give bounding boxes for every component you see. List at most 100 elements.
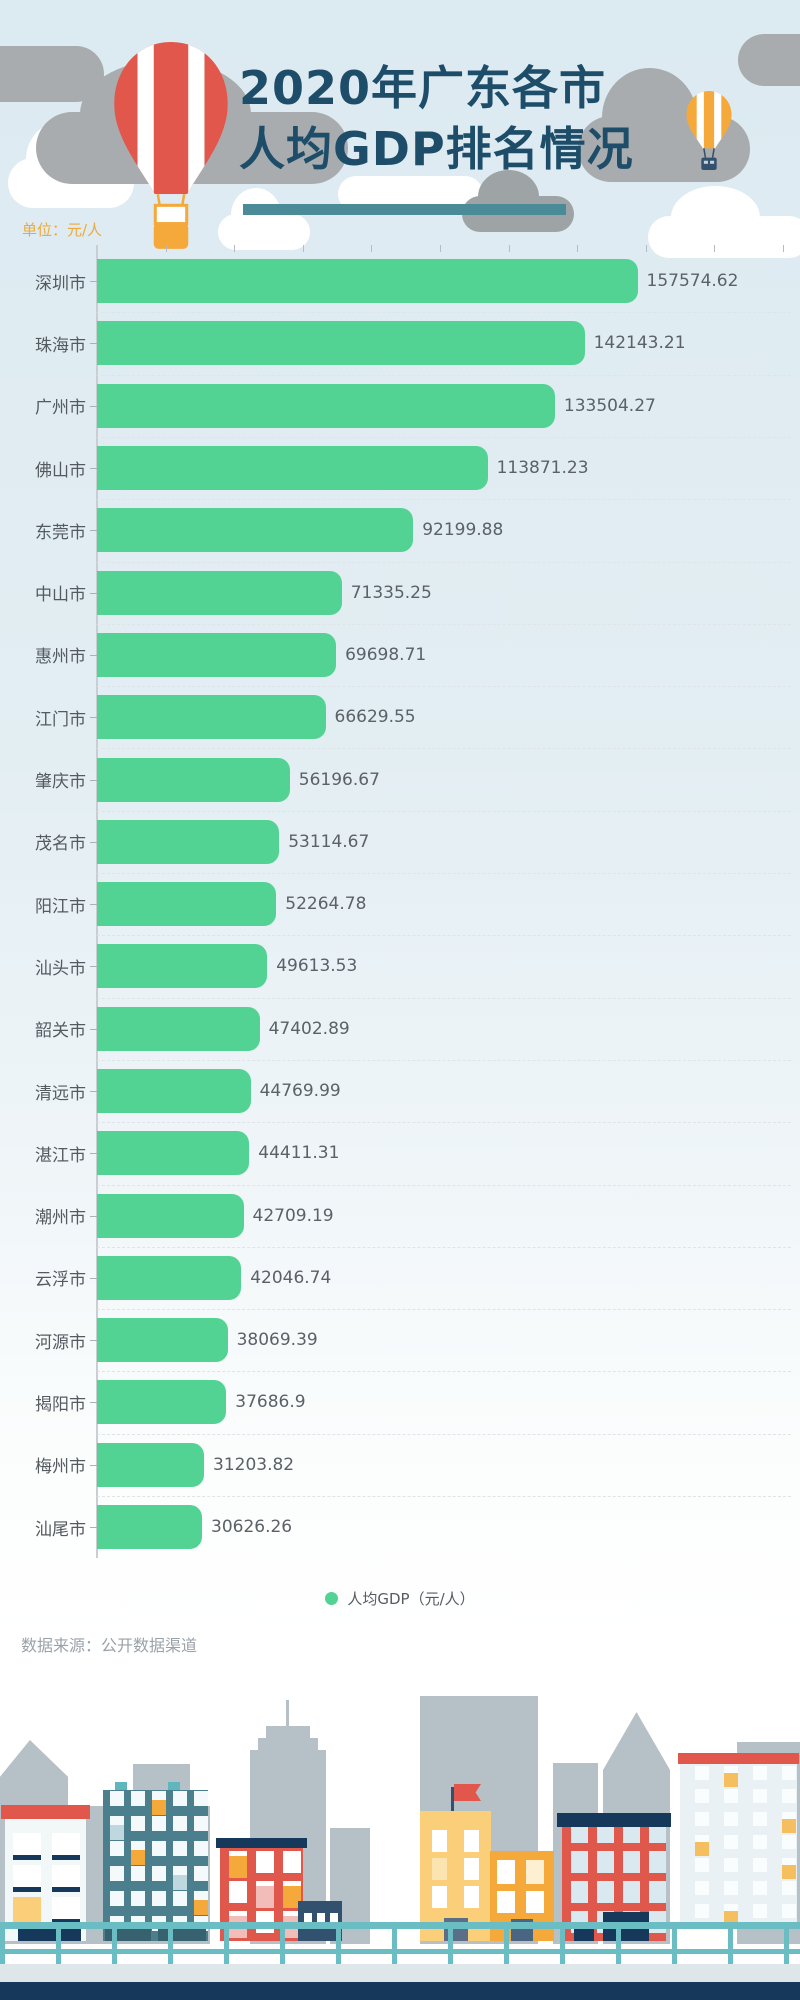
small-hot-air-balloon-icon — [686, 91, 732, 170]
gdp-bar — [97, 757, 290, 802]
row-separator — [97, 312, 791, 314]
chart-row: 河源市 38069.39 — [0, 1309, 800, 1371]
building-white — [5, 1819, 86, 1941]
row-separator — [97, 748, 791, 750]
gdp-bar — [97, 1069, 251, 1113]
category-tick — [90, 1277, 97, 1279]
city-skyline-illustration — [0, 1690, 800, 2000]
city-label: 汕头市 — [35, 958, 86, 979]
row-separator — [97, 1184, 791, 1186]
city-label: 中山市 — [35, 585, 86, 606]
chart-row: 茂名市 53114.67 — [0, 811, 800, 873]
category-tick — [90, 1527, 97, 1529]
chart-legend: 人均GDP（元/人） — [0, 1588, 800, 1609]
gdp-bar — [97, 321, 585, 366]
value-label: 38069.39 — [236, 1330, 318, 1351]
window — [168, 1782, 180, 1790]
city-label: 深圳市 — [35, 273, 86, 294]
building-roof — [678, 1753, 799, 1764]
page-title: 2020年广东各市 人均GDP排名情况 — [239, 58, 634, 180]
value-label: 52264.78 — [285, 894, 367, 915]
gdp-bar — [97, 1193, 244, 1238]
window — [432, 1886, 447, 1908]
chart-row: 韶关市 47402.89 — [0, 998, 800, 1060]
row-separator — [97, 1371, 791, 1373]
chart-row: 佛山市 113871.23 — [0, 437, 800, 499]
gdp-bar — [97, 259, 638, 304]
x-axis-tick — [371, 245, 373, 252]
title-underline — [243, 204, 566, 215]
gdp-bar — [97, 1442, 204, 1487]
value-label: 49613.53 — [276, 956, 358, 977]
x-axis-tick — [165, 245, 167, 252]
category-tick — [90, 654, 97, 656]
x-axis-tick — [508, 245, 510, 252]
category-tick — [90, 1464, 97, 1466]
category-tick — [90, 779, 97, 781]
chart-row: 东莞市 92199.88 — [0, 499, 800, 561]
window — [256, 1886, 274, 1908]
gdp-bar — [97, 944, 268, 989]
value-label: 44769.99 — [259, 1081, 341, 1101]
chart-rows: 深圳市 157574.62 珠海市 142143.21 广州市 133504.27 佛山市 1… — [0, 250, 800, 1558]
value-label: 42709.19 — [252, 1205, 334, 1226]
gdp-bar — [97, 819, 280, 864]
row-separator — [97, 1059, 791, 1061]
value-label: 142143.21 — [593, 333, 686, 354]
window — [497, 1860, 515, 1884]
row-separator — [97, 374, 791, 376]
bottom-band — [0, 1982, 800, 2000]
window — [330, 1913, 338, 1922]
window — [497, 1891, 515, 1913]
chart-row: 湛江市 44411.31 — [0, 1122, 800, 1184]
city-label: 云浮市 — [35, 1270, 86, 1291]
chart-row: 广州市 133504.27 — [0, 375, 800, 437]
row-separator — [97, 686, 791, 688]
gdp-bar — [97, 1318, 228, 1363]
value-label: 133504.27 — [563, 395, 656, 416]
window — [432, 1858, 447, 1880]
legend-marker-icon — [325, 1592, 339, 1605]
window — [724, 1911, 738, 1925]
chart-row: 中山市 71335.25 — [0, 561, 800, 623]
city-label: 惠州市 — [35, 647, 86, 668]
chart-row: 江门市 66629.55 — [0, 686, 800, 748]
data-source-note: 数据来源：公开数据渠道 — [21, 1636, 198, 1655]
window — [464, 1830, 479, 1852]
category-tick — [90, 530, 97, 532]
building-roof — [216, 1838, 307, 1848]
gdp-bar — [97, 508, 414, 553]
skyline-antenna — [286, 1700, 289, 1728]
value-label: 71335.25 — [350, 582, 432, 603]
chart-row: 云浮市 42046.74 — [0, 1247, 800, 1309]
value-label: 44411.31 — [258, 1143, 340, 1164]
gdp-bar — [97, 570, 342, 615]
row-separator — [97, 623, 791, 625]
category-tick — [90, 343, 97, 345]
x-axis-tick — [234, 245, 236, 252]
city-label: 珠海市 — [35, 335, 86, 356]
building-roof — [1, 1805, 90, 1819]
window — [110, 1825, 124, 1840]
category-tick — [90, 841, 97, 843]
window — [115, 1782, 127, 1790]
title-line-1: 2020年广东各市 — [239, 61, 607, 115]
row-separator — [97, 873, 791, 874]
window — [13, 1897, 41, 1923]
row-separator — [97, 436, 791, 438]
window — [782, 1819, 796, 1833]
x-axis-tick — [577, 245, 579, 252]
value-label: 31203.82 — [213, 1454, 295, 1475]
chart-row: 梅州市 31203.82 — [0, 1434, 800, 1496]
gdp-bar — [97, 695, 326, 740]
category-tick — [90, 281, 97, 283]
window — [194, 1900, 208, 1915]
value-label: 30626.26 — [211, 1517, 293, 1538]
category-tick — [90, 1215, 97, 1217]
x-axis-tick — [302, 245, 304, 252]
gdp-bar — [97, 1380, 227, 1425]
category-tick — [90, 1028, 97, 1030]
row-separator — [97, 997, 791, 999]
walkway-band — [0, 1964, 800, 1984]
value-label: 53114.67 — [288, 831, 370, 852]
